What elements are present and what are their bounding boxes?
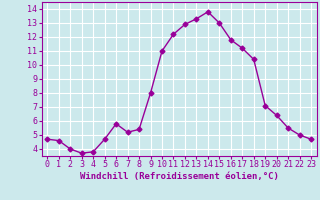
X-axis label: Windchill (Refroidissement éolien,°C): Windchill (Refroidissement éolien,°C) [80, 172, 279, 181]
